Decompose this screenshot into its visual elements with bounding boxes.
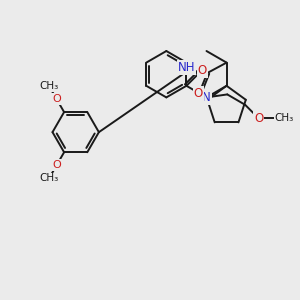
Text: CH₃: CH₃ bbox=[39, 173, 58, 184]
Text: O: O bbox=[254, 112, 263, 125]
Text: CH₃: CH₃ bbox=[39, 81, 58, 91]
Text: O: O bbox=[52, 160, 61, 170]
Text: NH: NH bbox=[178, 61, 195, 74]
Text: CH₃: CH₃ bbox=[274, 113, 294, 123]
Text: O: O bbox=[194, 87, 203, 100]
Text: O: O bbox=[52, 94, 61, 104]
Text: N: N bbox=[202, 91, 211, 104]
Text: O: O bbox=[198, 64, 207, 77]
